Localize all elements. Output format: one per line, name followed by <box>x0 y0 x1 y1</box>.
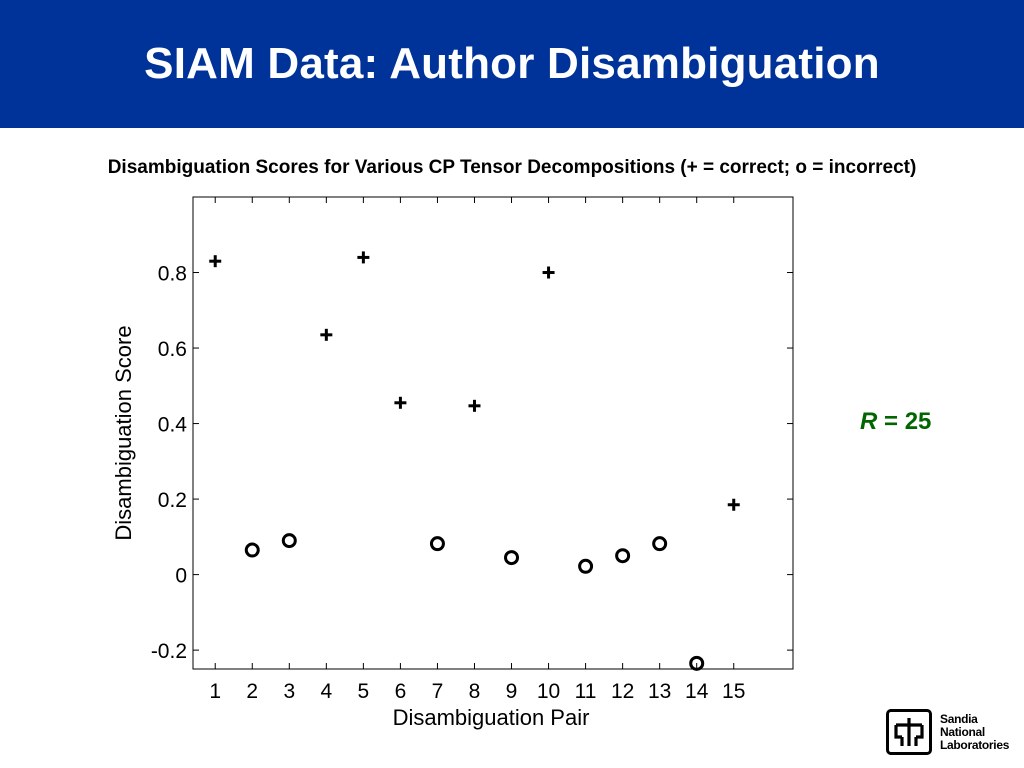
sandia-logo: Sandia National Laboratories <box>886 704 1014 760</box>
circle-marker-incorrect <box>429 536 445 552</box>
x-tick-label: 11 <box>575 680 597 703</box>
chart-subtitle: Disambiguation Scores for Various CP Ten… <box>107 157 917 178</box>
circle-marker-incorrect <box>578 558 594 574</box>
x-tick-label: 4 <box>320 680 332 703</box>
plus-marker-correct <box>468 399 481 412</box>
x-tick-label: 14 <box>685 680 709 703</box>
plot-frame <box>192 196 794 670</box>
plus-marker-correct <box>320 328 333 341</box>
y-tick-label: 0.6 <box>158 338 187 361</box>
circle-marker-incorrect <box>504 550 520 566</box>
x-tick-label: 15 <box>722 680 745 703</box>
circle-marker-incorrect <box>615 548 631 564</box>
title-banner: SIAM Data: Author Disambiguation <box>0 0 1024 128</box>
circle-marker-incorrect <box>652 536 668 552</box>
x-tick-label: 6 <box>395 680 407 703</box>
page-title: SIAM Data: Author Disambiguation <box>144 39 880 88</box>
x-tick-label: 9 <box>506 680 518 703</box>
x-tick-label: 3 <box>283 680 295 703</box>
rank-value: = 25 <box>877 408 932 435</box>
x-axis-label: Disambiguation Pair <box>393 705 590 730</box>
circle-marker-incorrect <box>244 542 260 558</box>
logo-text: Sandia National Laboratories <box>940 711 1010 752</box>
rank-symbol: R <box>860 408 878 435</box>
y-tick-label: 0 <box>175 565 187 588</box>
x-tick-label: 12 <box>611 680 634 703</box>
x-tick-label: 10 <box>537 680 560 703</box>
plus-marker-correct <box>542 266 555 279</box>
y-tick-label: 0.2 <box>158 489 187 512</box>
x-tick-label: 2 <box>246 680 258 703</box>
x-tick-label: 13 <box>648 680 671 703</box>
plus-marker-correct <box>727 498 740 511</box>
circle-marker-incorrect <box>281 533 297 549</box>
y-axis-label: Disambiguation Score <box>111 325 136 540</box>
rank-annotation: R = 25 <box>860 408 931 436</box>
x-tick-label: 1 <box>209 680 221 703</box>
x-tick-label: 5 <box>358 680 370 703</box>
circle-marker-incorrect <box>689 655 705 671</box>
x-tick-label: 7 <box>432 680 444 703</box>
x-tick-label: 8 <box>469 680 481 703</box>
sandia-thunderbird-icon <box>886 709 932 755</box>
y-tick-label: 0.8 <box>158 263 187 286</box>
y-tick-label: -0.2 <box>151 640 187 663</box>
plus-marker-correct <box>357 251 370 264</box>
y-tick-label: 0.4 <box>158 414 188 437</box>
plus-marker-correct <box>394 396 407 409</box>
plus-marker-correct <box>209 255 222 268</box>
